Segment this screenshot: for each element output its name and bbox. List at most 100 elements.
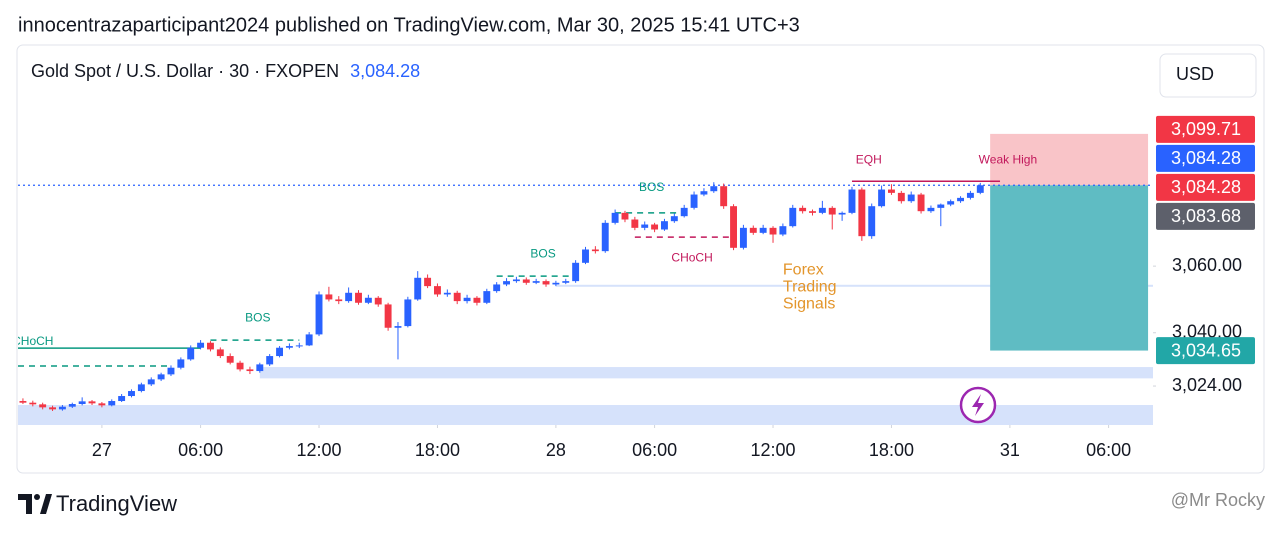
price-label: 3,084.28 <box>1171 177 1241 197</box>
target-zone <box>990 185 1149 351</box>
candle-body <box>512 279 520 282</box>
candle-body <box>197 342 205 348</box>
price-label: 3,099.71 <box>1171 119 1241 139</box>
chart-panel <box>16 44 1265 474</box>
candle-body <box>355 292 362 303</box>
x-tick-label: 06:00 <box>1086 440 1131 460</box>
price-label: 3,034.65 <box>1171 340 1241 360</box>
zone <box>555 284 1153 287</box>
candle-body <box>907 194 915 202</box>
header-price: 3,084.28 <box>350 61 420 81</box>
candle-body <box>601 222 609 252</box>
candle-body <box>720 186 728 207</box>
candle-body <box>187 347 195 360</box>
annotation: CHoCH <box>671 250 712 264</box>
candle-body <box>611 212 619 223</box>
candle-body <box>562 281 570 283</box>
stop-zone <box>990 133 1149 186</box>
candle-body <box>848 189 856 213</box>
candle-body <box>147 379 155 385</box>
candle-body <box>137 384 145 392</box>
candle-body <box>749 227 757 233</box>
candle-body <box>878 189 886 207</box>
x-tick-label: 12:00 <box>750 440 795 460</box>
candle-body <box>621 212 629 220</box>
candle-body <box>700 191 708 195</box>
candle-body <box>838 212 846 215</box>
candle-body <box>335 299 343 302</box>
candle-body <box>443 292 451 295</box>
x-tick-label: 28 <box>546 440 566 460</box>
candle-body <box>207 342 214 350</box>
candle-body <box>503 281 510 285</box>
candle-body <box>364 297 372 303</box>
candle-body <box>809 211 816 213</box>
candle-body <box>818 207 826 213</box>
candle-body <box>118 396 126 402</box>
candle-body <box>670 216 678 222</box>
candle-body <box>828 207 836 215</box>
candle-body <box>473 297 481 303</box>
candle-body <box>256 364 264 372</box>
x-tick-label: 12:00 <box>296 440 341 460</box>
candle-body <box>868 206 876 237</box>
candle-body <box>157 374 165 380</box>
price-label-box <box>1156 202 1255 230</box>
logo-dot <box>34 494 40 500</box>
x-tick-label: 06:00 <box>178 440 223 460</box>
candle-body <box>759 227 767 233</box>
candle-body <box>641 224 649 228</box>
candle-body <box>434 286 441 295</box>
x-tick-label: 31 <box>1000 440 1020 460</box>
x-tick-label: 18:00 <box>415 440 460 460</box>
candle-body <box>276 347 283 357</box>
candle-body <box>424 277 432 287</box>
currency-box[interactable] <box>1159 53 1257 98</box>
candle-body <box>453 292 461 302</box>
candle-body <box>858 189 866 237</box>
candle-body <box>888 189 895 193</box>
logo-t <box>18 494 32 514</box>
candle-body <box>690 194 698 208</box>
alert-bolt <box>972 394 984 416</box>
x-tick-label: 18:00 <box>869 440 914 460</box>
candle-body <box>295 345 303 347</box>
alert-icon[interactable] <box>959 386 997 424</box>
candle-body <box>68 404 76 407</box>
candle-body <box>404 299 412 327</box>
y-tick-label: 3,060.00 <box>1172 255 1242 275</box>
brand-name: TradingView <box>56 491 177 516</box>
zone <box>259 367 1153 379</box>
x-tick-label: 06:00 <box>632 440 677 460</box>
price-axis: 3,060.00 3,040.00 3,024.00 3,099.71 3,084.28… <box>1153 115 1255 395</box>
candle-body <box>108 401 116 406</box>
candle-body <box>572 262 580 282</box>
candle-body <box>345 292 353 302</box>
zone <box>18 405 1153 425</box>
candle-body <box>493 284 501 292</box>
y-tick-label: 3,024.00 <box>1172 375 1242 395</box>
candle-body <box>226 356 234 363</box>
candle-body <box>216 349 224 357</box>
watermark: @Mr Rocky <box>1171 490 1265 510</box>
candle-body <box>661 221 668 230</box>
signal-text: Forex <box>783 261 824 278</box>
candle-body <box>710 186 718 192</box>
price-label: 3,083.68 <box>1171 206 1241 226</box>
candle-body <box>552 282 560 285</box>
annotation: BOS <box>245 311 270 325</box>
candle-body <box>394 326 402 328</box>
logo-v <box>40 494 52 514</box>
candle-body <box>384 304 392 328</box>
candle-body <box>98 403 106 406</box>
candle-body <box>483 291 491 303</box>
candle-body <box>947 201 955 205</box>
price-label: 3,084.28 <box>1171 148 1241 168</box>
candle-body <box>29 402 37 405</box>
candle-body <box>246 369 254 372</box>
annotation: Weak High <box>979 152 1037 166</box>
candle-body <box>414 277 422 300</box>
candle-body <box>769 227 777 235</box>
currency[interactable]: USD <box>1176 64 1214 84</box>
